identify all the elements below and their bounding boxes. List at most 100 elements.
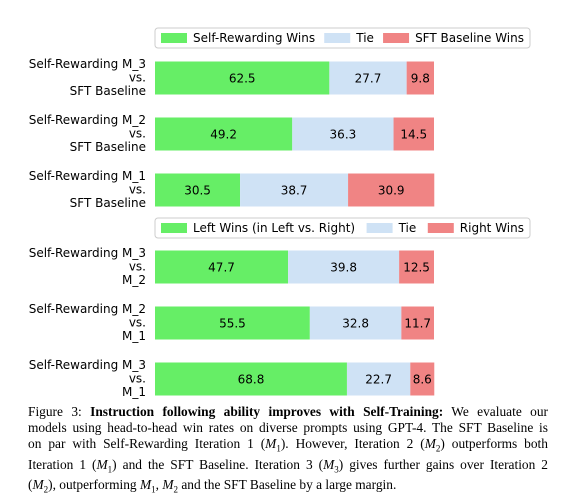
legend-label: Left Wins (in Left vs. Right) xyxy=(193,221,355,235)
math-symbol: M1 xyxy=(139,477,156,496)
bar-segment xyxy=(155,362,347,396)
bar-segment xyxy=(348,173,435,207)
caption-text: ) outperforms both xyxy=(440,436,548,451)
math-symbol: M2 xyxy=(32,477,49,496)
value-label: 9.8 xyxy=(411,72,430,86)
legend-swatch xyxy=(366,223,393,233)
math-subscript: 2 xyxy=(435,443,441,454)
bar-segment xyxy=(155,306,310,340)
value-label: 36.3 xyxy=(330,128,357,142)
caption-text: ( xyxy=(28,477,33,493)
y-tick-label: M_1 xyxy=(122,329,146,343)
y-tick-label: Self-Rewarding M_2 xyxy=(29,113,146,127)
caption-text: Figure 3: xyxy=(28,404,91,419)
bar-segment xyxy=(346,362,411,396)
legend-swatch xyxy=(324,33,351,43)
value-label: 55.5 xyxy=(219,317,246,331)
legend-swatch xyxy=(427,223,454,233)
bar-segment xyxy=(410,362,435,396)
value-label: 49.2 xyxy=(210,128,237,142)
caption-heading: Instruction following ability improves w… xyxy=(90,404,444,419)
bar-segment xyxy=(240,173,349,207)
value-label: 38.7 xyxy=(281,184,308,198)
legend-swatch xyxy=(383,33,410,43)
math-symbol: M2 xyxy=(424,436,441,454)
legend-label: Right Wins xyxy=(460,221,524,235)
caption-text: ) and the SFT Baseline. Iteration 3 ( xyxy=(112,456,324,472)
caption-text: on par with Self-Rewarding Iteration 1 ( xyxy=(28,436,266,451)
value-label: 12.5 xyxy=(403,261,430,275)
legend-label: Tie xyxy=(398,221,417,235)
bar-segment xyxy=(155,117,293,151)
math-symbol: M2 xyxy=(162,477,179,496)
value-label: 11.7 xyxy=(404,317,431,331)
legend-label: Self-Rewarding Wins xyxy=(193,31,315,45)
math-subscript: 2 xyxy=(43,485,49,496)
math-subscript: 1 xyxy=(107,464,113,475)
caption-line: Figure 3: Instruction following ability … xyxy=(28,404,548,420)
math-subscript: 2 xyxy=(173,485,179,496)
legend-label: SFT Baseline Wins xyxy=(415,31,524,45)
figure-caption: Figure 3: Instruction following ability … xyxy=(28,404,548,498)
y-tick-label: Self-Rewarding M_3 xyxy=(29,358,146,372)
y-tick-label: SFT Baseline xyxy=(70,84,146,98)
y-tick-label: M_2 xyxy=(122,273,146,287)
value-label: 22.7 xyxy=(365,373,392,387)
bar-segment xyxy=(393,117,434,151)
legend-swatch xyxy=(161,223,187,233)
value-label: 8.6 xyxy=(413,373,432,387)
caption-line: on par with Self-Rewarding Iteration 1 (… xyxy=(28,436,548,457)
y-tick-label: vs. xyxy=(129,260,146,274)
caption-text: Iteration 1 ( xyxy=(28,456,97,472)
y-tick-label: SFT Baseline xyxy=(70,196,146,210)
math-subscript: 1 xyxy=(276,443,281,454)
caption-line: (M2), outperforming M1, M2 and the SFT B… xyxy=(28,477,548,498)
value-label: 32.8 xyxy=(342,317,369,331)
bar-segment xyxy=(288,250,400,284)
legend-label: Tie xyxy=(355,31,374,45)
value-label: 47.7 xyxy=(208,261,235,275)
y-tick-label: vs. xyxy=(129,372,146,386)
caption-text: , xyxy=(155,477,163,493)
y-tick-label: vs. xyxy=(129,183,146,197)
caption-text: ), outperforming xyxy=(48,477,140,493)
bar-segment xyxy=(401,306,434,340)
math-subscript: 1 xyxy=(151,485,156,496)
caption-text: ). However, Iteration 2 ( xyxy=(280,436,425,451)
y-tick-label: Self-Rewarding M_2 xyxy=(29,302,146,316)
math-subscript: 3 xyxy=(334,464,339,475)
value-label: 30.5 xyxy=(184,184,211,198)
value-label: 30.9 xyxy=(378,184,405,198)
y-tick-label: vs. xyxy=(129,127,146,141)
math-symbol: M3 xyxy=(323,456,339,475)
caption-text: We evaluate our xyxy=(443,404,548,419)
caption-line: Iteration 1 (M1) and the SFT Baseline. I… xyxy=(28,457,548,478)
bar-segment xyxy=(406,61,434,95)
y-tick-label: Self-Rewarding M_1 xyxy=(29,169,146,183)
bar-segment xyxy=(155,250,289,284)
bar-segment xyxy=(155,173,241,207)
y-tick-label: vs. xyxy=(129,71,146,85)
figure: Self-Rewarding Wins Tie SFT Baseline Wins S… xyxy=(29,27,531,399)
y-tick-label: SFT Baseline xyxy=(70,140,146,154)
legend-swatch xyxy=(161,33,187,43)
bar-segment xyxy=(399,250,434,284)
value-label: 27.7 xyxy=(355,72,382,86)
value-label: 62.5 xyxy=(229,72,256,86)
caption-text: and the SFT Baseline by a large margin. xyxy=(178,477,397,493)
bar-segment xyxy=(309,306,402,340)
y-tick-label: Self-Rewarding M_3 xyxy=(29,246,146,260)
value-label: 39.8 xyxy=(330,261,357,275)
bar-segment xyxy=(329,61,407,95)
caption-text: models using head-to-head win rates on d… xyxy=(28,420,548,435)
math-symbol: M1 xyxy=(265,436,281,454)
caption-text: ) gives further gains over Iteration 2 xyxy=(338,456,548,472)
value-label: 68.8 xyxy=(238,373,265,387)
y-tick-label: Self-Rewarding M_3 xyxy=(29,57,146,71)
caption-line: models using head-to-head win rates on d… xyxy=(28,420,548,436)
value-label: 14.5 xyxy=(400,128,427,142)
math-symbol: M1 xyxy=(96,456,113,475)
bar-segment xyxy=(155,61,330,95)
bar-segment xyxy=(292,117,394,151)
